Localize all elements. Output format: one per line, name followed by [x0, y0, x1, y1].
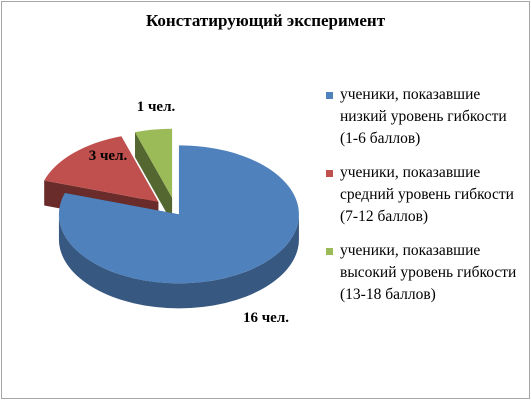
legend-swatch-low — [326, 92, 333, 99]
data-label-low: 16 чел. — [243, 310, 289, 326]
legend-item-high: ученики, показавшие высокий уровень гибк… — [326, 240, 526, 306]
legend: ученики, показавшие низкий уровень гибко… — [326, 84, 526, 318]
data-label-high: 1 чел. — [137, 99, 176, 115]
legend-swatch-medium — [326, 170, 333, 177]
legend-label-high: ученики, показавшие высокий уровень гибк… — [340, 242, 516, 303]
legend-item-low: ученики, показавшие низкий уровень гибко… — [326, 84, 526, 150]
legend-item-medium: ученики, показавшие средний уровень гибк… — [326, 162, 526, 228]
legend-label-medium: ученики, показавшие средний уровень гибк… — [340, 164, 514, 225]
data-label-medium: 3 чел. — [89, 148, 128, 164]
legend-label-low: ученики, показавшие низкий уровень гибко… — [340, 86, 507, 147]
legend-swatch-high — [326, 248, 333, 255]
